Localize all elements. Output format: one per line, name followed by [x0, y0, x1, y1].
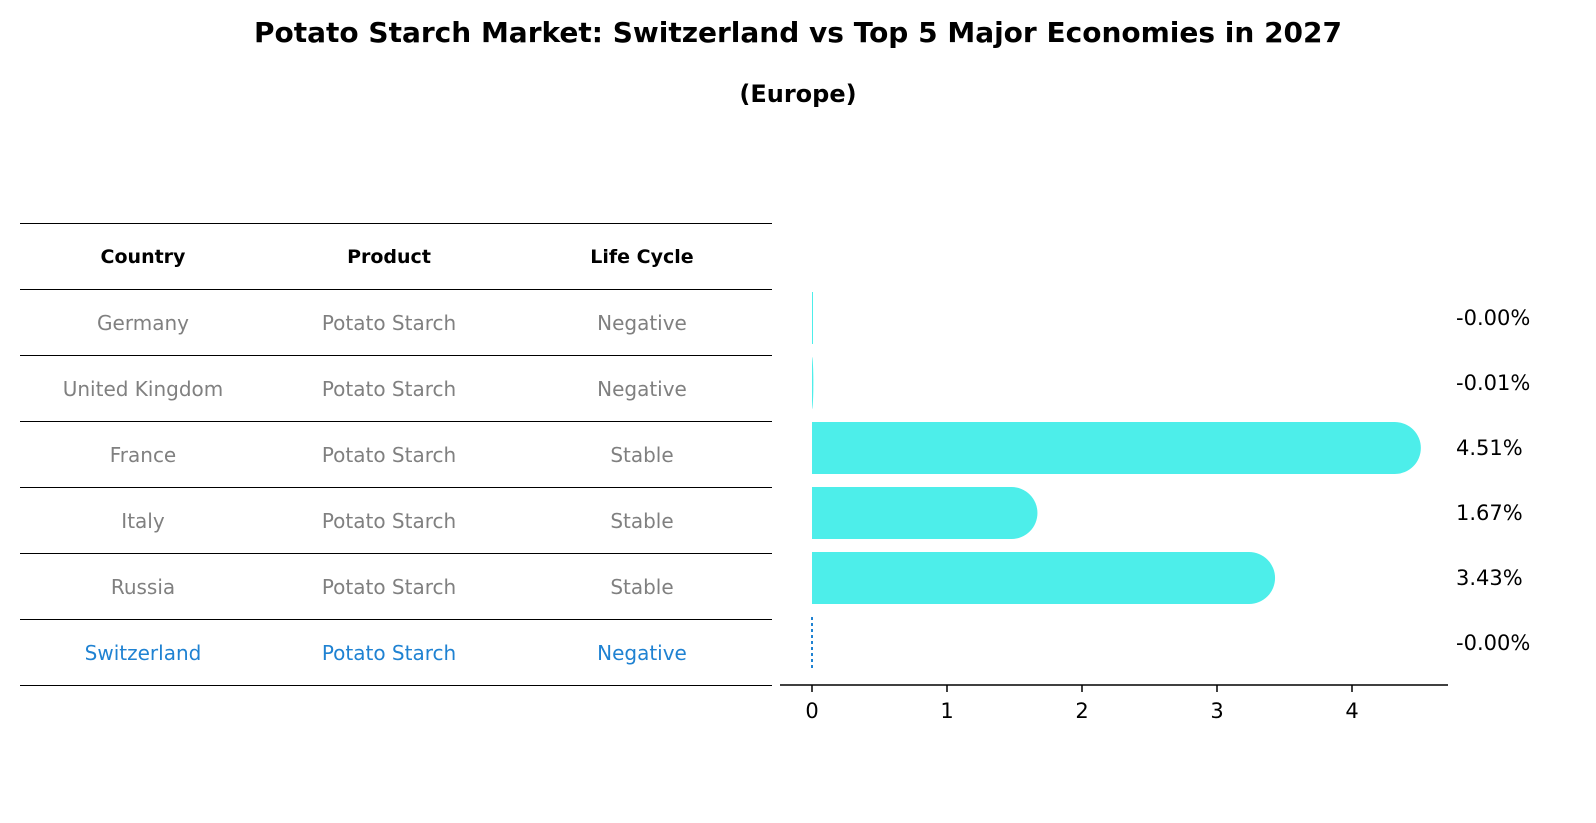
- bar-chart: -0.00% -0.01% 4.51% 1.67% 3.43% -0.00% 0 1 2 3 4: [780, 292, 1530, 723]
- cell-life-cycle: Negative: [512, 619, 772, 686]
- cell-product: Potato Starch: [266, 289, 512, 356]
- chart-subtitle: (Europe): [739, 80, 857, 108]
- cell-life-cycle: Stable: [512, 487, 772, 554]
- data-label-united-kingdom: -0.01%: [1456, 371, 1530, 395]
- cell-product: Potato Starch: [266, 355, 512, 422]
- cell-country: Italy: [20, 487, 266, 554]
- lifecycle-table: Country Product Life Cycle Germany Potat…: [20, 223, 772, 686]
- chart-title: Potato Starch Market: Switzerland vs Top…: [254, 16, 1342, 49]
- cell-country: Russia: [20, 553, 266, 620]
- data-label-italy: 1.67%: [1456, 501, 1523, 525]
- cell-country: Germany: [20, 289, 266, 356]
- cell-product: Potato Starch: [266, 619, 512, 686]
- column-header-life-cycle: Life Cycle: [512, 223, 772, 290]
- x-tick-label: 0: [805, 699, 818, 723]
- cell-product: Potato Starch: [266, 553, 512, 620]
- bar-italy: [812, 487, 1038, 539]
- cell-product: Potato Starch: [266, 487, 512, 554]
- table-header-row: Country Product Life Cycle: [20, 223, 772, 290]
- column-header-country: Country: [20, 223, 266, 290]
- cell-country: Switzerland: [20, 619, 266, 686]
- bar-united-kingdom: [812, 357, 814, 409]
- cell-country: France: [20, 421, 266, 488]
- table-row: Germany Potato Starch Negative: [20, 289, 772, 356]
- bar-france: [812, 422, 1421, 474]
- data-label-germany: -0.00%: [1456, 306, 1530, 330]
- cell-life-cycle: Negative: [512, 355, 772, 422]
- x-tick-label: 4: [1345, 699, 1358, 723]
- table-row: Russia Potato Starch Stable: [20, 553, 772, 620]
- cell-life-cycle: Negative: [512, 289, 772, 356]
- x-tick-label: 3: [1210, 699, 1223, 723]
- table-row: Italy Potato Starch Stable: [20, 487, 772, 554]
- data-label-france: 4.51%: [1456, 436, 1523, 460]
- data-label-switzerland: -0.00%: [1456, 631, 1530, 655]
- cell-product: Potato Starch: [266, 421, 512, 488]
- table-row: France Potato Starch Stable: [20, 421, 772, 488]
- x-tick-label: 2: [1075, 699, 1088, 723]
- x-tick-label: 1: [940, 699, 953, 723]
- bar-germany: [812, 292, 813, 344]
- cell-country: United Kingdom: [20, 355, 266, 422]
- cell-life-cycle: Stable: [512, 553, 772, 620]
- data-label-russia: 3.43%: [1456, 566, 1523, 590]
- cell-life-cycle: Stable: [512, 421, 772, 488]
- table-row-highlighted: Switzerland Potato Starch Negative: [20, 619, 772, 686]
- table-row: United Kingdom Potato Starch Negative: [20, 355, 772, 422]
- column-header-product: Product: [266, 223, 512, 290]
- bar-russia: [812, 552, 1276, 604]
